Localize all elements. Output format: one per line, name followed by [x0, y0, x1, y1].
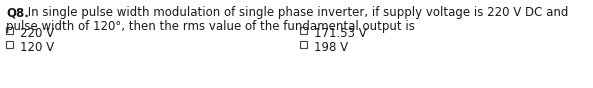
Text: 198 V: 198 V: [314, 41, 348, 54]
Text: In single pulse width modulation of single phase inverter, if supply voltage is : In single pulse width modulation of sing…: [24, 6, 568, 19]
Text: 120 V: 120 V: [20, 41, 54, 54]
Bar: [300, 41, 307, 48]
Text: 220 V: 220 V: [20, 27, 54, 40]
Text: Q8.: Q8.: [6, 6, 29, 19]
Bar: [300, 27, 307, 34]
Bar: [6, 27, 13, 34]
Bar: [6, 41, 13, 48]
Text: pulse width of 120°, then the rms value of the fundamental output is: pulse width of 120°, then the rms value …: [6, 20, 415, 33]
Text: 171.53 V: 171.53 V: [314, 27, 366, 40]
